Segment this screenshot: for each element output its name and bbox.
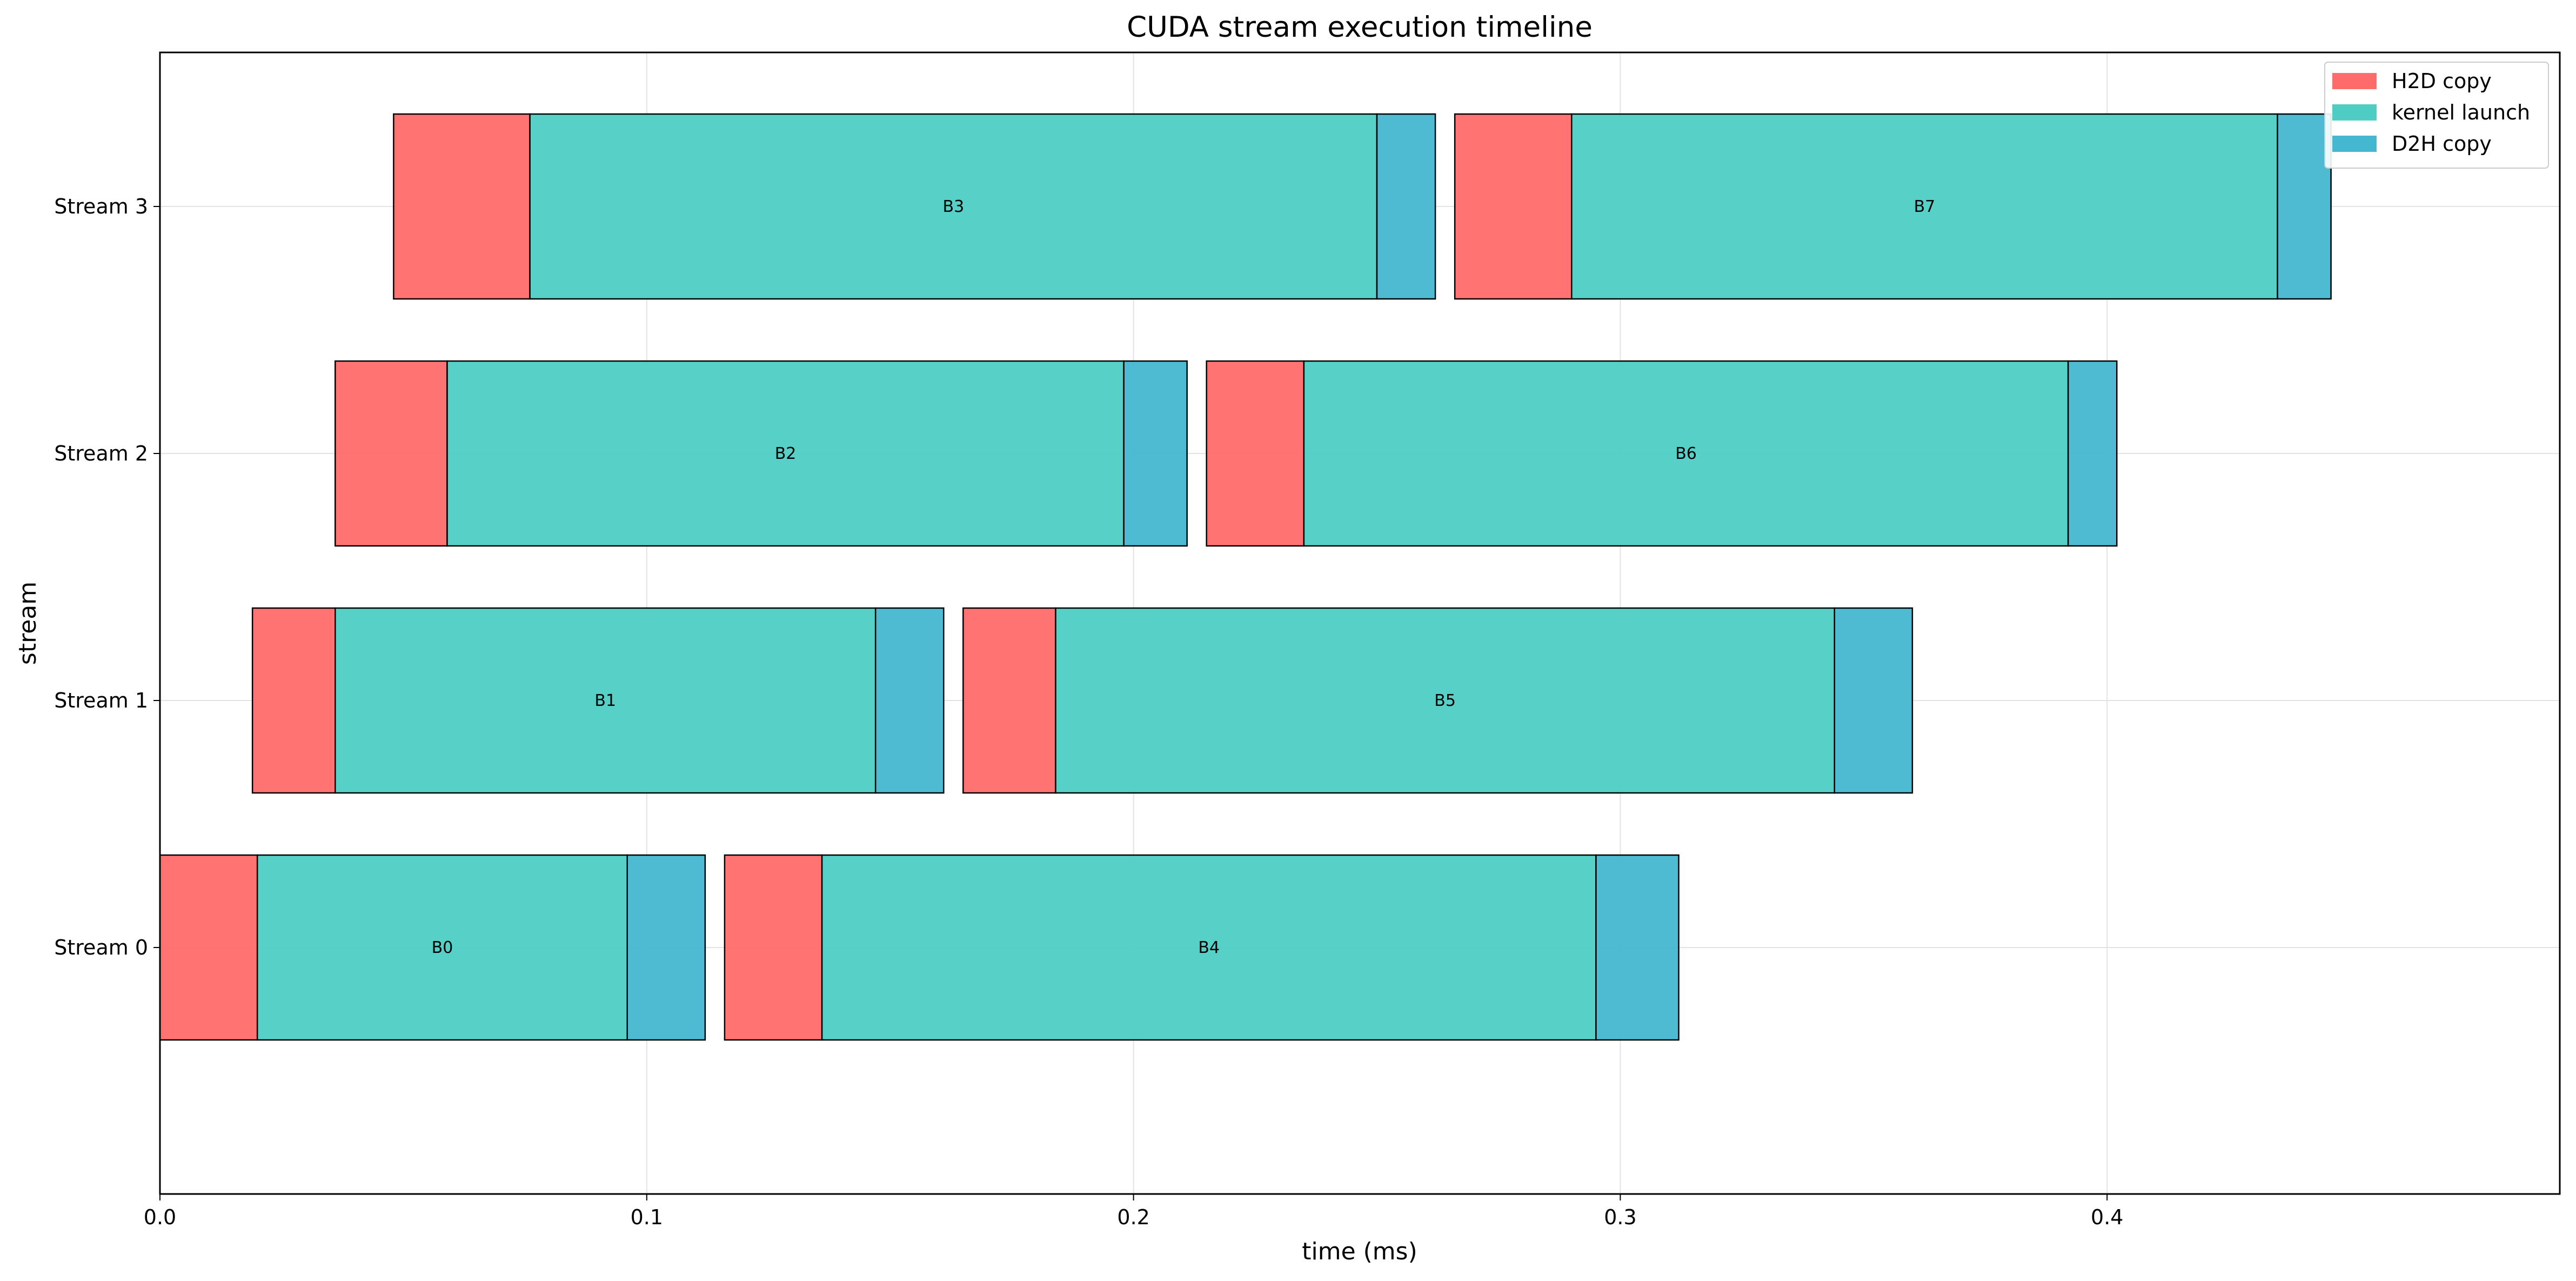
d2h-copy-bar xyxy=(1595,854,1680,1041)
batch-label: B3 xyxy=(942,197,964,216)
bars-layer: B0 B4 B1 B5 B2 B6 B3 B7 xyxy=(159,113,2332,1041)
legend-swatch xyxy=(2332,136,2377,152)
y-tick-label: Stream 3 xyxy=(54,195,148,218)
kernel-launch-bar xyxy=(821,854,1597,1041)
batch-label: B4 xyxy=(1198,938,1220,957)
y-tick-label: Stream 0 xyxy=(54,936,148,959)
h2d-copy-bar xyxy=(334,360,448,547)
x-axis-label: time (ms) xyxy=(1302,1238,1417,1265)
x-tick-label: 0.3 xyxy=(1604,1205,1636,1229)
y-tick-label: Stream 2 xyxy=(54,442,148,465)
legend-swatch xyxy=(2332,73,2377,89)
batch-label: B6 xyxy=(1675,444,1697,463)
kernel-launch-bar xyxy=(1571,113,2278,300)
h2d-copy-bar xyxy=(962,607,1056,794)
batch-label: B1 xyxy=(594,691,616,710)
d2h-copy-bar xyxy=(2277,113,2332,300)
x-tick-label: 0.2 xyxy=(1117,1205,1149,1229)
kernel-launch-bar xyxy=(1303,360,2069,547)
d2h-copy-bar xyxy=(1376,113,1436,300)
legend-swatch xyxy=(2332,104,2377,121)
plot-frame xyxy=(159,51,2561,1195)
chart-title: CUDA stream execution timeline xyxy=(1127,11,1593,44)
x-axis: 0.0 0.1 0.2 0.3 0.4 xyxy=(144,1194,2123,1229)
legend-frame xyxy=(2324,62,2549,169)
x-tick-label: 0.0 xyxy=(144,1205,176,1229)
h2d-copy-bar xyxy=(393,113,531,300)
batch-label: B5 xyxy=(1434,691,1456,710)
y-axis: Stream 0 Stream 1 Stream 2 Stream 3 xyxy=(54,195,160,959)
d2h-copy-bar xyxy=(626,854,706,1041)
kernel-launch-bar xyxy=(334,607,876,794)
x-tick-label: 0.4 xyxy=(2091,1205,2123,1229)
kernel-launch-bar xyxy=(1055,607,1836,794)
h2d-copy-bar xyxy=(1206,360,1305,547)
y-tick-label: Stream 1 xyxy=(54,689,148,712)
legend-label: D2H copy xyxy=(2392,132,2492,156)
h2d-copy-bar xyxy=(724,854,823,1041)
legend: H2D copy kernel launch D2H copy xyxy=(2324,62,2549,169)
legend-label: H2D copy xyxy=(2392,69,2492,93)
d2h-copy-bar xyxy=(874,607,945,794)
legend-label: kernel launch xyxy=(2392,101,2530,124)
batch-label: B0 xyxy=(432,938,453,957)
d2h-copy-bar xyxy=(1123,360,1188,547)
h2d-copy-bar xyxy=(1454,113,1573,300)
batch-label: B2 xyxy=(775,444,797,463)
batch-label: B7 xyxy=(1914,197,1936,216)
d2h-copy-bar xyxy=(2067,360,2118,547)
y-axis-label: stream xyxy=(14,582,42,665)
kernel-launch-bar xyxy=(446,360,1125,547)
kernel-launch-bar xyxy=(529,113,1378,300)
d2h-copy-bar xyxy=(1834,607,1913,794)
x-tick-label: 0.1 xyxy=(631,1205,663,1229)
h2d-copy-bar xyxy=(251,607,336,794)
h2d-copy-bar xyxy=(159,854,258,1041)
